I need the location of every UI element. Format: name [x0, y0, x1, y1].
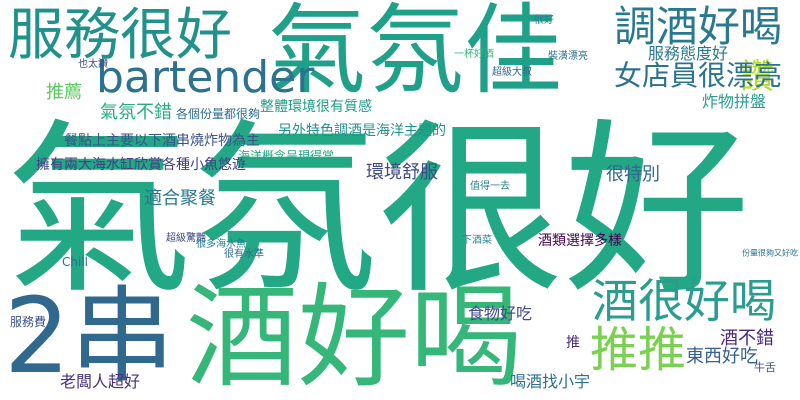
word-14: 氣氛不錯	[100, 102, 172, 123]
word-29: 推	[566, 335, 580, 351]
word-32: 牛舌	[754, 361, 776, 374]
word-4: 2串	[4, 275, 175, 397]
word-5: 服務很好	[8, 3, 232, 68]
word-8: 酒很好喝	[592, 274, 776, 328]
word-28: 老闆人超好	[60, 372, 141, 391]
word-45: 值得一去	[470, 181, 510, 192]
word-44: 裝潢漂亮	[548, 51, 588, 62]
word-42: 超級大叔	[492, 67, 532, 78]
word-3: 酒好喝	[186, 273, 522, 400]
word-40: 份量很夠又好吃	[742, 249, 798, 258]
word-24: 食物好吃	[468, 304, 533, 323]
word-18: 另外特色調酒是海洋主題的	[278, 123, 446, 139]
word-38: 一杯好酒	[454, 49, 494, 60]
word-25: 酒不錯	[720, 328, 774, 349]
word-15: 推薦	[46, 82, 82, 103]
word-22: 適合聚餐	[144, 188, 216, 209]
word-31: 海洋概念呈現得當	[238, 149, 335, 163]
word-43: 很好	[534, 15, 554, 26]
word-16: 整體環境很有質感	[260, 99, 372, 115]
word-9: 推推	[590, 322, 687, 378]
word-1: 氣氛很好	[6, 102, 751, 319]
word-34: 各個份量都很夠	[176, 107, 261, 121]
word-21: 很特別	[606, 164, 660, 185]
word-23: 酒類選擇多樣	[538, 233, 622, 249]
word-11: 女店員很漂亮	[614, 59, 783, 92]
word-19: 擁有兩大海水缸欣賞各種小魚悠遊	[36, 157, 246, 173]
word-6: 調酒好喝	[614, 2, 783, 51]
word-10: 讚	[740, 57, 774, 97]
word-37: 超級驚艷	[166, 233, 206, 244]
word-20: 環境舒服	[366, 162, 438, 183]
word-27: 喝酒找小宇	[510, 372, 591, 391]
word-35: 下酒菜	[462, 235, 492, 246]
word-7: bartender	[96, 52, 315, 103]
word-41: 也太讚	[78, 59, 108, 70]
word-39: 很有水準	[224, 249, 264, 260]
word-17: 餐點上主要以下酒串燒炸物為主	[64, 133, 260, 149]
word-36: 很多海水魚	[196, 239, 246, 250]
word-12: 服務態度好	[648, 44, 729, 63]
word-30: 服務費	[10, 315, 47, 329]
word-26: 東西好吃	[686, 346, 758, 367]
word-2: 氣氛佳	[268, 0, 563, 108]
word-33: Chill	[62, 255, 88, 269]
word-13: 炸物拼盤	[702, 92, 767, 111]
